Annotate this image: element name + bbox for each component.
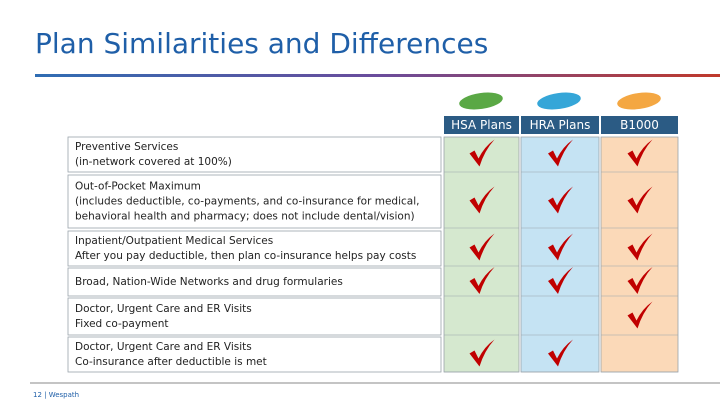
checkmark	[548, 139, 573, 167]
column-header	[601, 116, 678, 134]
checkmark	[469, 233, 495, 261]
row-label: Doctor, Urgent Care and ER Visits	[75, 303, 252, 315]
row-label: Co-insurance after deductible is met	[75, 356, 267, 368]
column-header-label: B1000	[620, 118, 659, 132]
leaf-icon	[617, 92, 661, 110]
checkmark	[548, 233, 573, 261]
slide-title: Plan Similarities and Differences	[35, 27, 488, 60]
row-label-cell	[67, 174, 442, 229]
checkmark	[548, 339, 573, 367]
column-header	[521, 116, 599, 134]
row-label: Inpatient/Outpatient Medical Services	[75, 235, 273, 247]
leaf-icon	[537, 92, 581, 110]
row-label-cell	[67, 230, 442, 267]
row-label: Fixed co-payment	[75, 318, 169, 330]
leaf-icon	[459, 92, 503, 110]
row-label: Doctor, Urgent Care and ER Visits	[75, 341, 252, 353]
row-label-cell	[67, 136, 442, 173]
checkmark	[627, 267, 653, 294]
checkmark	[548, 186, 573, 214]
row-label-cell	[67, 267, 442, 297]
row-label: Preventive Services	[75, 141, 178, 153]
row-label: behavioral health and pharmacy; does not…	[75, 211, 415, 223]
checkmark	[627, 139, 653, 167]
checkmark	[627, 233, 653, 261]
footer: 12 | Wespath	[33, 391, 79, 399]
column-header	[444, 116, 519, 134]
checkmark	[469, 186, 495, 214]
row-label: Broad, Nation-Wide Networks and drug for…	[75, 276, 343, 288]
checkmark	[548, 267, 573, 294]
checkmark	[627, 186, 653, 214]
row-label: Out-of-Pocket Maximum	[75, 181, 201, 193]
column-header-label: HSA Plans	[451, 118, 512, 132]
title-rule	[35, 74, 720, 77]
checkmark	[469, 139, 495, 167]
checkmark	[627, 301, 653, 329]
checkmark	[469, 339, 495, 367]
row-label: After you pay deductible, then plan co-i…	[75, 250, 416, 262]
row-label-cell	[67, 297, 442, 336]
row-label: (in-network covered at 100%)	[75, 156, 232, 168]
column-header-label: HRA Plans	[530, 118, 591, 132]
checkmark	[469, 267, 495, 294]
row-label-cell	[67, 336, 442, 373]
row-label: (includes deductible, co-payments, and c…	[75, 196, 419, 208]
